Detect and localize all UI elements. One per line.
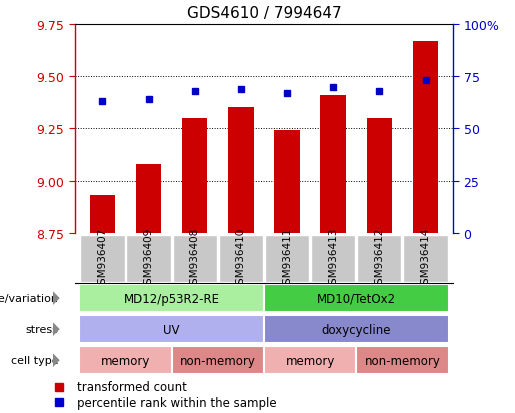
Text: GSM936410: GSM936410 [236,227,246,290]
Text: stress: stress [25,324,58,335]
Text: non-memory: non-memory [180,354,256,367]
FancyBboxPatch shape [357,235,402,282]
FancyBboxPatch shape [79,346,171,375]
Text: genotype/variation: genotype/variation [0,293,58,304]
Text: UV: UV [163,323,180,336]
Bar [182,119,208,233]
Bar [90,196,115,233]
FancyBboxPatch shape [403,235,448,282]
FancyBboxPatch shape [171,346,264,375]
FancyBboxPatch shape [356,346,449,375]
Polygon shape [53,292,60,305]
Text: transformed count: transformed count [77,380,187,393]
FancyBboxPatch shape [126,235,170,282]
Text: GSM936414: GSM936414 [421,227,431,290]
FancyBboxPatch shape [79,315,264,344]
Text: non-memory: non-memory [365,354,440,367]
Text: MD12/p53R2-RE: MD12/p53R2-RE [124,292,219,305]
FancyBboxPatch shape [265,235,309,282]
Bar [136,164,161,233]
Polygon shape [53,354,60,367]
Text: percentile rank within the sample: percentile rank within the sample [77,396,277,408]
Bar [228,108,253,233]
Text: doxycycline: doxycycline [321,323,391,336]
Text: GSM936408: GSM936408 [190,227,200,290]
Text: cell type: cell type [11,355,58,366]
FancyBboxPatch shape [173,235,217,282]
Bar [274,131,300,233]
Text: GSM936413: GSM936413 [328,227,338,290]
Text: GSM936412: GSM936412 [374,227,384,290]
FancyBboxPatch shape [219,235,263,282]
Text: MD10/TetOx2: MD10/TetOx2 [317,292,396,305]
Polygon shape [53,323,60,336]
FancyBboxPatch shape [79,284,264,313]
Text: memory: memory [285,354,335,367]
Bar [413,41,438,233]
Title: GDS4610 / 7994647: GDS4610 / 7994647 [186,6,341,21]
Text: memory: memory [101,354,150,367]
FancyBboxPatch shape [80,235,125,282]
FancyBboxPatch shape [264,284,449,313]
Bar [320,96,346,233]
FancyBboxPatch shape [264,346,356,375]
Text: GSM936409: GSM936409 [144,227,153,290]
FancyBboxPatch shape [311,235,355,282]
Bar [367,119,392,233]
Text: GSM936407: GSM936407 [97,227,107,290]
Text: GSM936411: GSM936411 [282,227,292,290]
FancyBboxPatch shape [264,315,449,344]
